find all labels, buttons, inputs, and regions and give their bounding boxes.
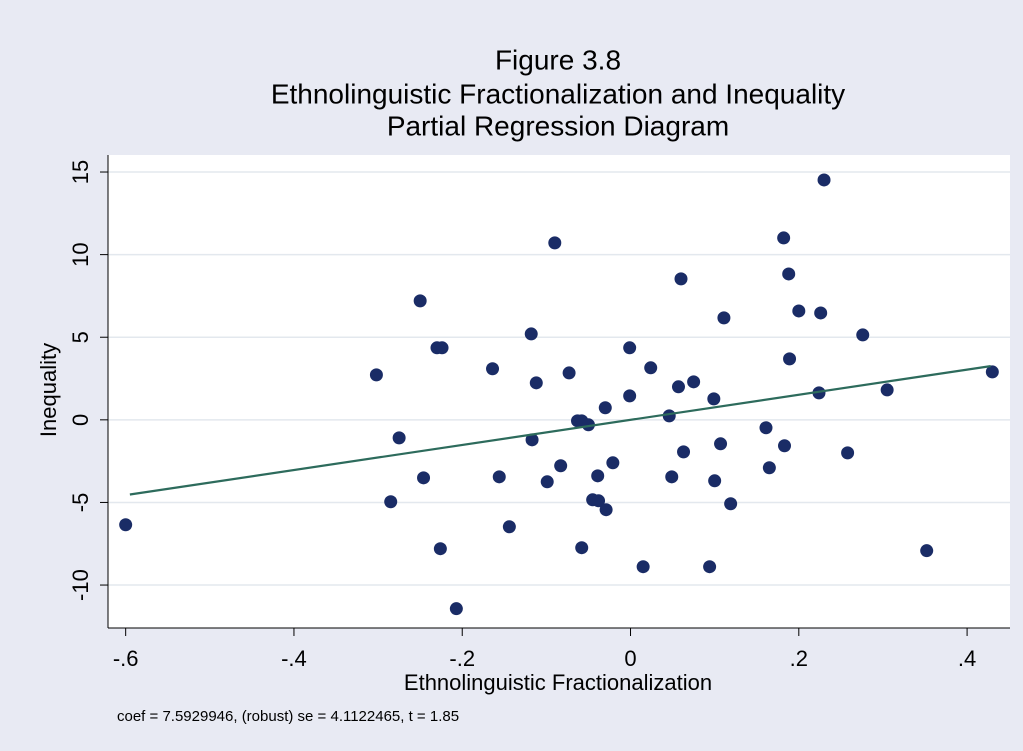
point — [119, 518, 133, 532]
point — [714, 437, 728, 451]
x-tick-label: .4 — [958, 646, 976, 671]
point — [592, 494, 606, 508]
point — [880, 383, 894, 397]
point — [762, 461, 776, 475]
point — [759, 421, 773, 435]
point — [717, 311, 731, 325]
x-axis-label: Ethnolinguistic Fractionalization — [404, 670, 712, 695]
y-tick-label: 10 — [68, 242, 93, 266]
point — [529, 376, 543, 390]
y-tick-label: 15 — [68, 160, 93, 184]
x-tick-label: -.2 — [449, 646, 475, 671]
x-tick-label: 0 — [624, 646, 636, 671]
point — [581, 418, 595, 432]
point — [703, 560, 717, 574]
point — [591, 469, 605, 483]
point — [598, 401, 612, 415]
point — [817, 173, 831, 187]
point — [417, 471, 431, 485]
point — [525, 433, 539, 447]
point — [486, 362, 500, 376]
point — [413, 294, 427, 308]
plot-area — [108, 155, 1010, 628]
point — [665, 470, 679, 484]
chart-title: Ethnolinguistic Fractionalization and In… — [271, 78, 845, 109]
point — [777, 231, 791, 245]
y-tick-label: 5 — [68, 331, 93, 343]
point — [392, 431, 406, 445]
point — [540, 475, 554, 489]
point — [554, 459, 568, 473]
point — [856, 328, 870, 342]
point — [708, 474, 722, 488]
point — [502, 520, 516, 534]
point — [724, 497, 738, 511]
point — [783, 352, 797, 366]
point — [524, 327, 538, 341]
point — [575, 541, 589, 555]
point — [449, 602, 463, 616]
point — [623, 341, 637, 355]
chart-title: Partial Regression Diagram — [387, 110, 729, 141]
point — [677, 445, 691, 459]
point — [636, 560, 650, 574]
point — [782, 267, 796, 281]
point — [841, 446, 855, 460]
x-tick-label: -.6 — [113, 646, 139, 671]
point — [674, 272, 688, 286]
point — [792, 304, 806, 318]
point — [671, 380, 685, 394]
x-tick-label: -.4 — [281, 646, 307, 671]
point — [985, 365, 999, 379]
y-axis-label: Inequality — [36, 343, 61, 437]
point — [812, 386, 826, 400]
note: coef = 7.5929946, (robust) se = 4.112246… — [117, 708, 459, 725]
y-tick-label: -10 — [68, 569, 93, 601]
point — [707, 392, 721, 406]
point — [562, 366, 576, 380]
point — [778, 439, 791, 453]
point — [492, 470, 506, 484]
point — [548, 236, 562, 250]
x-tick-label: .2 — [790, 646, 808, 671]
point — [435, 341, 449, 355]
point — [662, 409, 676, 423]
point — [606, 456, 620, 470]
chart-title: Figure 3.8 — [495, 44, 621, 75]
y-tick-label: -5 — [68, 493, 93, 513]
y-tick-label: 0 — [68, 414, 93, 426]
point — [433, 542, 447, 556]
point — [369, 368, 383, 382]
point — [644, 361, 658, 375]
point — [599, 503, 613, 517]
point — [920, 544, 934, 558]
point — [623, 389, 637, 403]
point — [384, 495, 398, 509]
point — [687, 375, 701, 389]
fit-line — [129, 365, 991, 496]
point — [814, 306, 828, 320]
